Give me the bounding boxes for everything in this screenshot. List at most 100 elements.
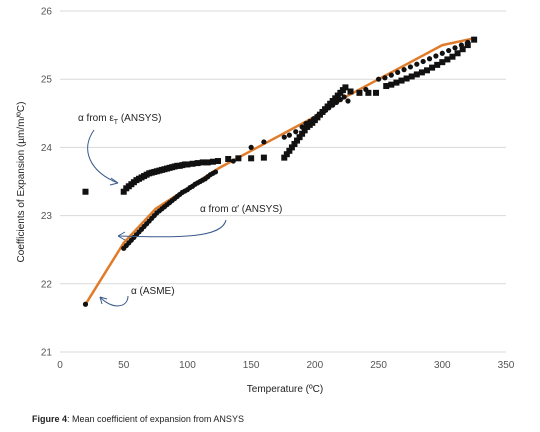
x-tick-label: 0 — [57, 360, 63, 371]
annotation-arrow-prime — [117, 219, 227, 238]
data-point-alpha_eps — [194, 160, 201, 167]
annotation-alpha-from-eps: α from εT (ANSYS) — [78, 113, 161, 186]
annotation-alpha-asme: α (ASME) — [99, 286, 175, 307]
y-tick-label: 26 — [41, 7, 53, 18]
data-point-alpha_eps — [342, 84, 349, 91]
data-point-alpha_prime — [433, 53, 439, 59]
data-point-alpha_prime — [446, 47, 452, 54]
data-point-alpha_prime — [395, 69, 401, 75]
data-point-alpha_prime — [382, 75, 388, 81]
x-tick-label: 300 — [434, 360, 451, 371]
y-tick-label: 24 — [41, 143, 53, 154]
data-point-alpha_eps — [281, 154, 288, 161]
data-point-alpha_eps — [299, 130, 306, 137]
data-point-alpha_prime — [230, 158, 236, 164]
data-point-alpha_eps — [184, 161, 191, 168]
figure-caption: Figure 4: Mean coefficient of expansion … — [32, 414, 244, 424]
data-point-alpha_prime — [401, 67, 407, 73]
data-point-alpha_eps — [459, 46, 466, 53]
data-point-alpha_eps — [365, 89, 372, 96]
data-point-alpha_eps — [408, 73, 415, 80]
data-point-alpha_prime — [293, 129, 299, 135]
data-point-alpha_eps — [418, 69, 425, 76]
data-point-alpha_prime — [82, 301, 89, 307]
data-point-alpha_eps — [403, 75, 410, 82]
data-point-alpha_eps — [413, 71, 420, 78]
data-point-alpha_eps — [82, 188, 89, 195]
data-point-alpha_prime — [420, 58, 426, 65]
annotation-arrowhead-prime — [117, 231, 126, 241]
data-point-alpha_eps — [429, 64, 436, 71]
annotation-arrow-asme — [99, 295, 129, 307]
data-point-alpha_prime — [286, 132, 292, 138]
annotation-arrowhead-eps — [109, 177, 119, 186]
data-point-alpha_eps — [388, 81, 395, 88]
figure-caption-label: Figure 4 — [32, 414, 68, 424]
x-tick-label: 250 — [370, 360, 387, 371]
data-point-alpha_eps — [347, 88, 354, 95]
data-point-alpha_prime — [426, 56, 433, 62]
data-point-alpha_eps — [444, 56, 451, 63]
data-point-alpha_eps — [235, 155, 242, 162]
data-point-alpha_prime — [452, 45, 458, 51]
annotation-alpha-prime-label: α from α′ (ANSYS) — [200, 204, 282, 215]
annotation-eps-suffix: (ANSYS) — [118, 113, 161, 124]
x-tick-label: 50 — [118, 360, 130, 371]
data-point-alpha_eps — [439, 59, 446, 66]
data-point-alpha_eps — [204, 159, 211, 166]
data-point-alpha_eps — [471, 36, 478, 43]
data-point-alpha_eps — [225, 155, 232, 162]
grid-lines — [60, 10, 506, 353]
figure-caption-text: : Mean coefficient of expansion from ANS… — [67, 414, 244, 424]
data-point-alpha_eps — [434, 61, 441, 68]
annotation-arrowhead-asme — [99, 296, 108, 305]
x-tick-label: 150 — [243, 360, 260, 371]
data-point-alpha_eps — [454, 50, 461, 57]
annotation-eps-subscript: T — [114, 119, 119, 126]
data-point-alpha_prime — [407, 64, 414, 70]
annotation-alpha-from-alpha-prime: α from α′ (ANSYS) — [117, 204, 282, 241]
annotation-asme-label: α (ASME) — [131, 286, 175, 297]
series-alpha_prime — [82, 37, 477, 307]
x-tick-label: 100 — [179, 360, 196, 371]
data-point-alpha_eps — [215, 158, 222, 165]
data-point-alpha_eps — [464, 42, 471, 49]
data-point-alpha_eps — [209, 158, 216, 165]
series-alpha_eps — [82, 36, 478, 195]
x-tick-label: 200 — [307, 360, 324, 371]
data-point-alpha_prime — [281, 134, 287, 140]
series-line-asme — [84, 37, 475, 305]
data-point-alpha_eps — [301, 127, 308, 134]
data-point-alpha_eps — [120, 188, 127, 195]
data-point-alpha_prime — [261, 139, 267, 145]
y-tick-labels: 21 22 23 24 25 26 — [41, 7, 53, 359]
data-point-alpha_eps — [294, 137, 301, 144]
x-tick-labels: 0 50 100 150 200 250 300 350 — [57, 360, 515, 371]
data-point-alpha_eps — [288, 144, 295, 151]
data-point-alpha_eps — [286, 147, 293, 154]
data-point-alpha_eps — [393, 79, 400, 86]
annotation-eps-prefix: α from ε — [78, 113, 114, 124]
data-point-alpha_prime — [414, 61, 420, 67]
series-layer — [82, 36, 478, 307]
data-point-alpha_eps — [296, 134, 303, 141]
x-tick-label: 350 — [498, 360, 515, 371]
y-tick-label: 25 — [41, 75, 53, 86]
y-tick-label: 21 — [41, 348, 53, 359]
data-point-alpha_prime — [388, 72, 394, 78]
data-point-alpha_prime — [375, 76, 382, 82]
x-axis-title: Temperature (ºC) — [247, 384, 323, 395]
data-point-alpha_eps — [199, 159, 206, 166]
data-point-alpha_eps — [449, 53, 456, 60]
y-tick-label: 22 — [41, 279, 53, 290]
data-point-alpha_eps — [373, 89, 380, 96]
data-point-alpha_prime — [212, 169, 219, 175]
annotation-alpha-from-eps-label: α from εT (ANSYS) — [78, 113, 161, 126]
data-point-alpha_eps — [248, 155, 255, 162]
annotation-arrow-eps — [87, 129, 119, 184]
data-point-alpha_eps — [260, 154, 267, 161]
data-point-alpha_eps — [283, 151, 290, 158]
data-point-alpha_prime — [439, 50, 445, 56]
data-point-alpha_eps — [383, 83, 390, 90]
